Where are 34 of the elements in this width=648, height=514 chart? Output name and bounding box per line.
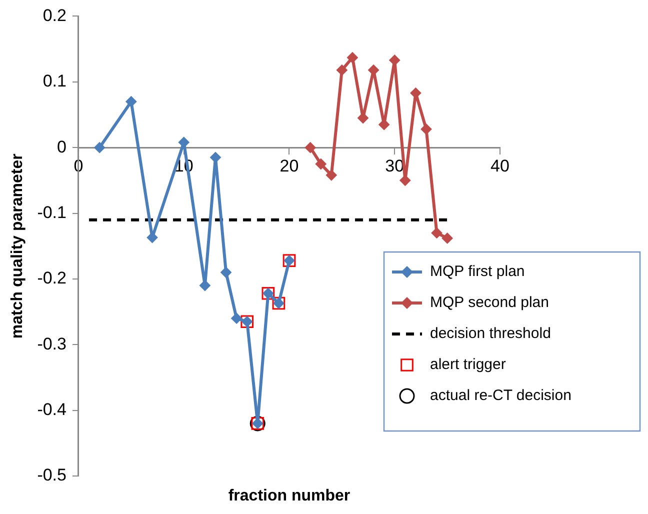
y-tick-label: 0.2 xyxy=(42,6,66,25)
point xyxy=(315,158,326,170)
y-axis-title: match quality parameter xyxy=(9,154,26,339)
legend-label: actual re-CT decision xyxy=(430,387,572,404)
point xyxy=(431,227,442,238)
point xyxy=(199,280,210,292)
point xyxy=(304,142,316,154)
legend-label: decision threshold xyxy=(430,325,551,342)
y-tick-label: 0.1 xyxy=(42,72,66,91)
point xyxy=(146,232,158,244)
point xyxy=(442,232,453,244)
x-axis-title: fraction number xyxy=(228,487,350,504)
point xyxy=(231,312,242,324)
point xyxy=(326,170,337,181)
x-tick-label: 40 xyxy=(490,156,510,176)
point xyxy=(220,266,232,278)
point xyxy=(336,64,348,76)
y-tick-label: -0.5 xyxy=(37,466,66,485)
y-tick-label: -0.2 xyxy=(37,268,66,288)
legend-label: MQP second plan xyxy=(430,294,549,312)
point xyxy=(126,96,137,108)
point xyxy=(94,142,106,154)
legend-label: alert trigger xyxy=(430,356,506,374)
point xyxy=(420,124,432,135)
y-tick-label: 0 xyxy=(57,137,66,156)
y-tick-label: -0.1 xyxy=(37,202,66,222)
point xyxy=(358,112,369,124)
point xyxy=(378,119,390,130)
y-tick-label: -0.4 xyxy=(37,400,66,419)
y-tick-label: -0.3 xyxy=(37,334,66,354)
legend-label: MQP first plan xyxy=(430,263,525,280)
x-tick-label: 20 xyxy=(280,156,299,176)
point xyxy=(346,52,358,64)
point xyxy=(210,152,221,163)
